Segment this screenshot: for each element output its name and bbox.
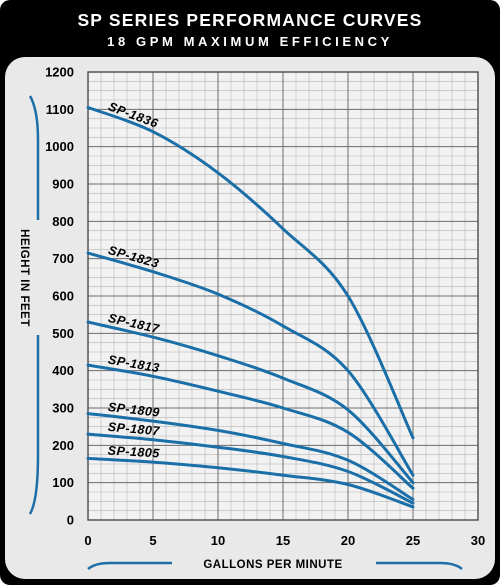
y-tick-label: 800 — [52, 214, 74, 229]
y-tick-label: 700 — [52, 251, 74, 266]
y-tick-label: 1000 — [45, 139, 74, 154]
x-tick-label: 30 — [471, 533, 485, 548]
chart-subtitle: 18 GPM MAXIMUM EFFICIENCY — [107, 34, 393, 49]
y-tick-label: 600 — [52, 289, 74, 304]
y-tick-label: 100 — [52, 475, 74, 490]
y-axis-label: HEIGHT IN FEET — [18, 229, 30, 327]
x-axis-label: GALLONS PER MINUTE — [203, 559, 342, 571]
series-line-sp-1809 — [86, 412, 415, 501]
tick-labels: 0100200300400500600700800900100011001200… — [45, 65, 485, 549]
series-line-sp-1807 — [86, 432, 415, 505]
plot-frame — [87, 71, 479, 521]
series-line-sp-1836 — [86, 106, 415, 440]
y-tick-label: 400 — [52, 363, 74, 378]
x-tick-label: 10 — [211, 533, 225, 548]
y-tick-label: 0 — [67, 513, 74, 528]
series-label-sp-1809: SP-1809 — [107, 400, 160, 420]
xlabel-accent-left — [87, 561, 172, 570]
x-tick-label: 20 — [341, 533, 355, 548]
curves — [86, 106, 415, 509]
x-tick-label: 0 — [84, 533, 91, 548]
y-tick-label: 900 — [52, 177, 74, 192]
ylabel-accent-top — [28, 95, 40, 220]
series-line-sp-1817 — [86, 320, 415, 485]
series-line-sp-1805 — [86, 456, 415, 509]
y-tick-label: 300 — [52, 401, 74, 416]
grid-major — [87, 71, 479, 521]
y-tick-label: 1100 — [46, 102, 74, 117]
y-tick-label: 1200 — [45, 65, 74, 80]
x-tick-label: 25 — [406, 533, 420, 548]
x-tick-label: 15 — [276, 533, 290, 548]
xlabel-accent-right — [376, 561, 463, 570]
chart-title: SP SERIES PERFORMANCE CURVES — [77, 10, 422, 30]
series-label-sp-1807: SP-1807 — [107, 420, 161, 438]
series-line-sp-1813 — [86, 363, 415, 490]
y-tick-label: 200 — [52, 438, 74, 453]
y-tick-label: 500 — [52, 326, 74, 341]
series-label-sp-1805: SP-1805 — [107, 444, 160, 461]
series-line-sp-1823 — [86, 251, 415, 477]
x-tick-label: 5 — [149, 533, 156, 548]
ylabel-accent-bottom — [28, 335, 40, 515]
